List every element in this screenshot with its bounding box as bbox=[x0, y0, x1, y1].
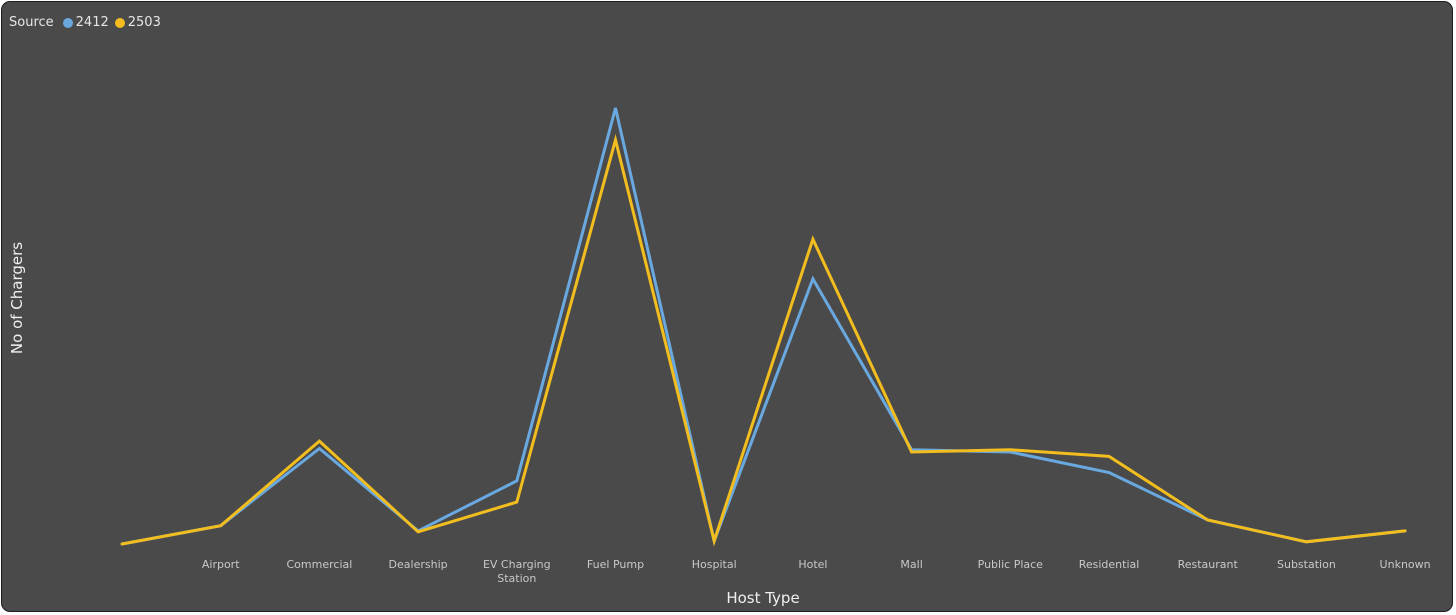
legend: Source 2412 2503 bbox=[9, 15, 167, 30]
series-line-2412[interactable] bbox=[120, 107, 1407, 547]
x-tick-label: Restaurant bbox=[1178, 558, 1239, 571]
legend-dot-2412 bbox=[62, 17, 73, 28]
legend-item-2412[interactable]: 2412 bbox=[62, 15, 109, 30]
x-tick-label: Fuel Pump bbox=[587, 558, 644, 571]
x-tick-label: Public Place bbox=[978, 558, 1044, 571]
x-tick-label: Hospital bbox=[692, 558, 737, 571]
x-tick-label: Commercial bbox=[287, 558, 353, 571]
x-tick-label: EV Charging Station bbox=[483, 558, 551, 585]
x-tick-label: Mall bbox=[900, 558, 922, 571]
legend-label-2412: 2412 bbox=[75, 15, 109, 30]
legend-dot-2503 bbox=[114, 17, 125, 28]
legend-item-2503[interactable]: 2503 bbox=[114, 15, 161, 30]
x-tick-label: Substation bbox=[1277, 558, 1336, 571]
x-tick-label: Hotel bbox=[798, 558, 827, 571]
x-axis-label: Host Type bbox=[726, 589, 800, 607]
x-tick-label: Dealership bbox=[389, 558, 448, 571]
legend-label-2503: 2503 bbox=[127, 15, 161, 30]
x-tick-label: Unknown bbox=[1380, 558, 1431, 571]
series-line-2503[interactable] bbox=[120, 133, 1407, 547]
x-tick-label: Residential bbox=[1079, 558, 1140, 571]
x-tick-label: Airport bbox=[202, 558, 240, 571]
legend-title: Source bbox=[9, 15, 54, 30]
